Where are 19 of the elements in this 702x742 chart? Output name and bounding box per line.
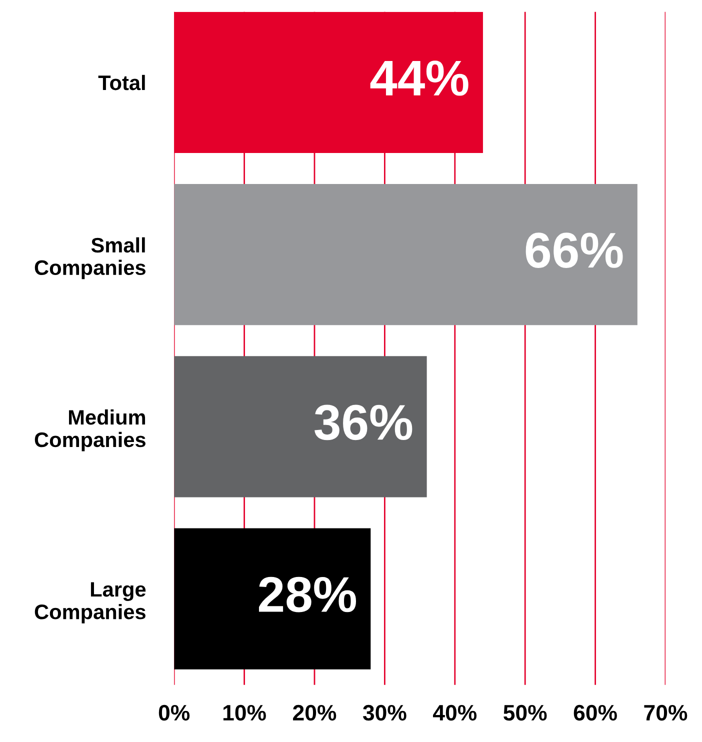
x-tick-label: 60% xyxy=(574,704,617,721)
y-tick-label: Small Companies xyxy=(34,237,146,280)
y-tick-label: Medium Companies xyxy=(34,409,146,452)
bar xyxy=(174,356,427,498)
y-tick-label: Large Companies xyxy=(34,582,146,624)
bar xyxy=(174,184,638,326)
data-label: 66% xyxy=(526,232,623,268)
x-tick-label: 0% xyxy=(158,704,190,721)
x-tick-label: 50% xyxy=(504,704,547,721)
bar xyxy=(174,528,371,670)
x-tick-label: 10% xyxy=(223,704,266,721)
x-tick-label: 30% xyxy=(362,704,406,721)
x-tick-label: 40% xyxy=(432,704,477,721)
x-tick-label: 20% xyxy=(293,704,336,721)
x-tick-label: 70% xyxy=(644,704,688,721)
data-label: 36% xyxy=(314,404,412,440)
data-label: 44% xyxy=(370,60,468,96)
y-tick-label: Total xyxy=(98,74,145,90)
data-label: 28% xyxy=(258,576,356,612)
